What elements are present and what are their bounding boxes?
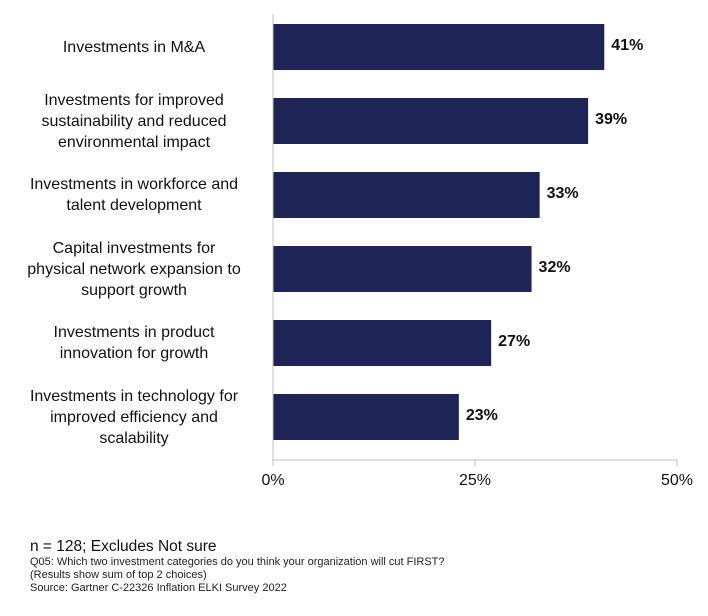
results-note: (Results show sum of top 2 choices) bbox=[30, 569, 207, 581]
category-label-6-line-3: scalability bbox=[99, 429, 169, 447]
sample-size-note: n = 128; Excludes Not sure bbox=[30, 538, 217, 555]
category-label-4: Capital investments for physical network … bbox=[3, 238, 265, 301]
category-label-1-line-1: Investments in M&A bbox=[62, 38, 206, 56]
bar-5 bbox=[273, 320, 492, 366]
value-label-2: 39% bbox=[595, 111, 628, 128]
category-label-6: Investments in technology for improved ef… bbox=[3, 386, 265, 449]
bar-chart: Investments in M&A Investments for improv… bbox=[3, 14, 694, 489]
category-label-4-line-1: Capital investments for bbox=[52, 239, 216, 257]
x-tick-label-1: 0% bbox=[261, 472, 285, 489]
category-label-5-line-1: Investments in product bbox=[53, 324, 215, 341]
category-label-4-line-2: physical network expansion to bbox=[27, 260, 241, 278]
value-label-1: 41% bbox=[611, 37, 644, 54]
category-label-2-line-3: environmental impact bbox=[57, 133, 211, 151]
category-label-3-line-2: talent development bbox=[66, 197, 202, 214]
category-label-6-line-1: Investments in technology for bbox=[29, 387, 239, 405]
source-note: Source: Gartner C-22326 Inflation ELKI S… bbox=[30, 582, 287, 594]
question-note: Q05: Which two investment categories do … bbox=[30, 556, 445, 568]
category-label-1: Investments in M&A bbox=[3, 37, 265, 58]
category-label-3-line-1: Investments in workforce and bbox=[29, 176, 239, 193]
category-label-5-line-2: innovation for growth bbox=[59, 345, 209, 362]
bar-3 bbox=[273, 172, 540, 218]
category-label-4-line-3: support growth bbox=[81, 281, 187, 299]
category-label-2: Investments for improved sustainability a… bbox=[3, 90, 265, 153]
bar-2 bbox=[273, 98, 589, 144]
x-tick-label-3: 50% bbox=[660, 472, 694, 489]
value-label-4: 32% bbox=[538, 259, 571, 276]
x-tick-label-2: 25% bbox=[458, 472, 492, 489]
category-label-6-line-2: improved efficiency and bbox=[50, 408, 218, 426]
bar-6 bbox=[273, 394, 459, 440]
bar-4 bbox=[273, 246, 532, 292]
category-label-2-line-1: Investments for improved bbox=[44, 91, 224, 109]
value-label-3: 33% bbox=[546, 185, 579, 202]
category-label-2-line-2: sustainability and reduced bbox=[41, 112, 227, 130]
bar-1 bbox=[273, 24, 605, 70]
category-label-5: Investments in product innovation for gro… bbox=[3, 322, 265, 364]
value-label-5: 27% bbox=[498, 333, 531, 350]
chart-svg bbox=[272, 14, 678, 466]
category-label-3: Investments in workforce and talent devel… bbox=[3, 174, 265, 216]
chart-notes: n = 128; Excludes Not sure Q05: Which tw… bbox=[30, 537, 690, 595]
value-label-6: 23% bbox=[465, 407, 498, 424]
